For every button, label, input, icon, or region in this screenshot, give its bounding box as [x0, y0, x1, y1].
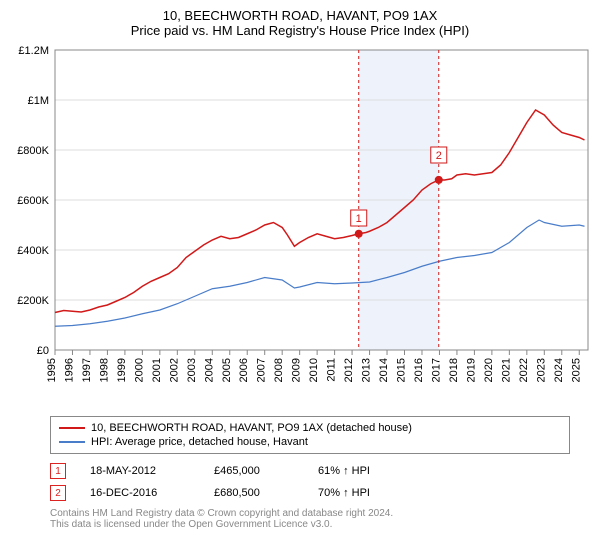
svg-text:2009: 2009: [291, 358, 303, 382]
footnote-line: Contains HM Land Registry data © Crown c…: [50, 508, 570, 519]
chart-area: £0 £200K £400K £600K £800K £1M £1.2M 1995 1996 19…: [0, 42, 600, 412]
svg-text:1: 1: [356, 213, 362, 225]
sale-date: 18-MAY-2012: [90, 465, 190, 477]
legend-label: 10, BEECHWORTH ROAD, HAVANT, PO9 1AX (de…: [91, 422, 412, 434]
sale-hpi: 61% ↑ HPI: [318, 465, 398, 477]
chart-container: { "title": "10, BEECHWORTH ROAD, HAVANT,…: [0, 0, 600, 530]
svg-text:£800K: £800K: [17, 145, 49, 157]
svg-text:£1.2M: £1.2M: [18, 45, 49, 57]
svg-text:2016: 2016: [413, 358, 425, 382]
svg-text:2001: 2001: [151, 358, 163, 382]
svg-text:2012: 2012: [343, 358, 355, 382]
svg-text:2005: 2005: [221, 358, 233, 382]
svg-text:£0: £0: [37, 345, 49, 357]
svg-text:2013: 2013: [361, 358, 373, 382]
sale-hpi: 70% ↑ HPI: [318, 487, 398, 499]
svg-text:2022: 2022: [518, 358, 530, 382]
svg-text:2003: 2003: [186, 358, 198, 382]
legend-label: HPI: Average price, detached house, Hava…: [91, 436, 308, 448]
svg-text:2000: 2000: [133, 358, 145, 382]
svg-text:2007: 2007: [256, 358, 268, 382]
svg-text:2006: 2006: [238, 358, 250, 382]
svg-text:£200K: £200K: [17, 295, 49, 307]
svg-text:2004: 2004: [203, 358, 215, 382]
svg-text:1998: 1998: [98, 358, 110, 382]
sale-row: 1 18-MAY-2012 £465,000 61% ↑ HPI: [50, 460, 570, 482]
svg-text:2020: 2020: [483, 358, 495, 382]
svg-text:2015: 2015: [396, 358, 408, 382]
svg-text:2: 2: [436, 150, 442, 162]
svg-text:2002: 2002: [168, 358, 180, 382]
footnote-line: This data is licensed under the Open Gov…: [50, 519, 570, 530]
legend-swatch: [59, 441, 85, 443]
svg-text:1995: 1995: [46, 358, 58, 382]
svg-text:2021: 2021: [500, 358, 512, 382]
sale-marker-icon: 1: [50, 463, 66, 479]
sale-date: 16-DEC-2016: [90, 487, 190, 499]
sale-marker-icon: 2: [50, 485, 66, 501]
chart-subtitle: Price paid vs. HM Land Registry's House …: [0, 23, 600, 42]
svg-text:£400K: £400K: [17, 245, 49, 257]
svg-text:2023: 2023: [535, 358, 547, 382]
svg-text:1997: 1997: [81, 358, 93, 382]
footnote: Contains HM Land Registry data © Crown c…: [50, 508, 570, 530]
legend-swatch: [59, 427, 85, 429]
svg-text:2011: 2011: [326, 358, 338, 382]
svg-text:2017: 2017: [430, 358, 442, 382]
svg-text:2018: 2018: [448, 358, 460, 382]
legend: 10, BEECHWORTH ROAD, HAVANT, PO9 1AX (de…: [50, 416, 570, 454]
svg-text:2008: 2008: [273, 358, 285, 382]
svg-text:1999: 1999: [116, 358, 128, 382]
legend-item: HPI: Average price, detached house, Hava…: [59, 435, 561, 449]
sale-row: 2 16-DEC-2016 £680,500 70% ↑ HPI: [50, 482, 570, 504]
svg-text:2010: 2010: [308, 358, 320, 382]
sale-price: £465,000: [214, 465, 294, 477]
chart-title: 10, BEECHWORTH ROAD, HAVANT, PO9 1AX: [0, 0, 600, 23]
svg-text:2025: 2025: [570, 358, 582, 382]
svg-text:1996: 1996: [63, 358, 75, 382]
legend-item: 10, BEECHWORTH ROAD, HAVANT, PO9 1AX (de…: [59, 421, 561, 435]
svg-text:£600K: £600K: [17, 195, 49, 207]
svg-text:2014: 2014: [378, 358, 390, 382]
sale-price: £680,500: [214, 487, 294, 499]
chart-svg: £0 £200K £400K £600K £800K £1M £1.2M 1995 1996 19…: [0, 42, 600, 412]
sales-table: 1 18-MAY-2012 £465,000 61% ↑ HPI 2 16-DE…: [50, 460, 570, 504]
svg-text:2024: 2024: [553, 358, 565, 382]
svg-text:£1M: £1M: [28, 95, 49, 107]
svg-text:2019: 2019: [465, 358, 477, 382]
